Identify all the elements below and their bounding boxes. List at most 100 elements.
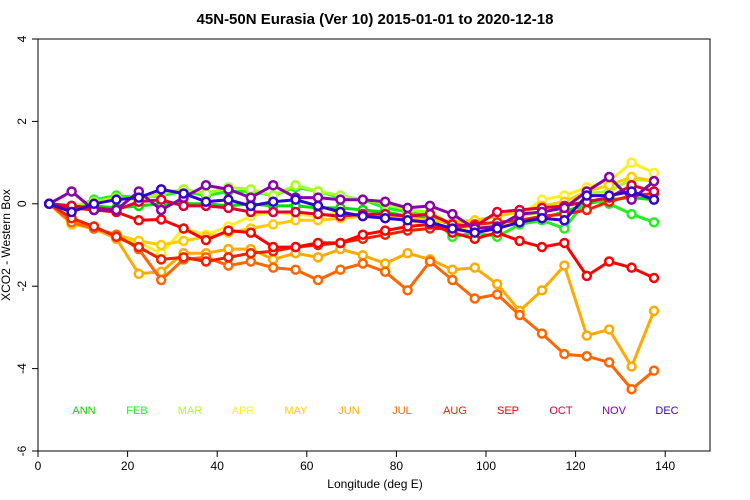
legend-label: ANN (72, 405, 95, 417)
legend-label: DEC (655, 405, 678, 417)
data-point (379, 266, 391, 278)
data-point (514, 208, 525, 220)
legend-label: SEP (497, 405, 519, 417)
data-point (200, 188, 212, 199)
data-point (603, 324, 615, 335)
data-point (245, 200, 257, 212)
data-point (402, 247, 413, 259)
data-point (536, 241, 548, 253)
data-point (178, 200, 189, 212)
data-point (245, 227, 257, 238)
data-point (648, 167, 660, 179)
series-line (48, 175, 655, 230)
data-point (357, 194, 369, 205)
data-point (111, 231, 122, 243)
data-point (88, 198, 100, 210)
data-point (648, 186, 660, 197)
series-layer (43, 157, 660, 395)
x-tick-label: 120 (566, 459, 586, 473)
series-dec (43, 184, 660, 238)
legend-label: OCT (549, 405, 573, 417)
data-point (424, 208, 436, 220)
data-point (626, 194, 637, 205)
data-point (200, 256, 212, 267)
data-point (245, 184, 257, 195)
data-point (223, 243, 234, 255)
data-point (581, 190, 593, 201)
data-point (424, 256, 436, 267)
data-point (357, 258, 369, 269)
x-tick-label: 80 (390, 459, 404, 473)
data-point (335, 264, 346, 275)
data-point (290, 206, 301, 218)
data-point (312, 237, 324, 249)
data-point (267, 219, 279, 230)
data-point (200, 234, 212, 246)
data-point (335, 206, 346, 218)
data-point (626, 186, 637, 197)
data-point (43, 198, 55, 210)
data-point (536, 212, 548, 224)
data-point (447, 208, 458, 220)
data-point (402, 202, 413, 214)
series-line (48, 202, 655, 280)
series-line (48, 202, 655, 391)
data-point (357, 229, 369, 240)
data-point (155, 254, 167, 265)
legend-label: NOV (602, 405, 627, 417)
data-point (223, 260, 234, 271)
data-point (267, 254, 279, 265)
data-point (603, 180, 615, 191)
data-point (536, 285, 548, 296)
data-point (267, 180, 279, 191)
data-point (223, 194, 234, 205)
data-point (133, 241, 145, 253)
series-line (48, 187, 655, 235)
data-point (155, 194, 167, 205)
data-point (491, 278, 503, 290)
legend-label: MAY (284, 405, 308, 417)
legend-label: MAR (178, 405, 203, 417)
data-point (267, 262, 279, 273)
data-point (290, 194, 301, 205)
data-point (447, 274, 458, 286)
data-point (447, 223, 458, 234)
data-point (223, 202, 234, 214)
data-point (155, 239, 167, 251)
y-tick-label: -6 (15, 445, 29, 456)
data-point (133, 268, 145, 280)
data-point (267, 206, 279, 218)
x-axis: 0 20 40 60 80 100 120 140 (35, 451, 676, 473)
chart-title: 45N-50N Eurasia (Ver 10) 2015-01-01 to 2… (197, 11, 554, 28)
data-point (357, 210, 369, 222)
data-point (603, 256, 615, 267)
data-point (66, 186, 77, 197)
data-point (581, 204, 593, 216)
x-tick-label: 0 (35, 459, 42, 473)
data-point (559, 260, 570, 271)
data-point (514, 217, 525, 228)
legend-label: AUG (443, 405, 467, 417)
data-point (267, 241, 279, 253)
y-tick-label: 0 (15, 200, 29, 207)
legend-label: JUN (338, 405, 359, 417)
data-point (245, 247, 257, 259)
data-point (491, 223, 503, 234)
data-point (178, 188, 189, 199)
data-point (424, 217, 436, 228)
data-point (111, 194, 122, 205)
series-line (48, 202, 656, 368)
data-point (155, 204, 167, 216)
data-point (312, 200, 324, 212)
data-point (626, 383, 637, 395)
data-point (178, 235, 189, 247)
y-tick-label: -4 (15, 363, 29, 374)
data-point (312, 208, 324, 220)
data-point (223, 184, 234, 195)
data-point (379, 212, 391, 224)
x-axis-label: Longitude (deg E) (327, 477, 422, 491)
legend-label: APR (232, 405, 255, 417)
data-point (626, 361, 637, 372)
data-point (200, 196, 212, 207)
